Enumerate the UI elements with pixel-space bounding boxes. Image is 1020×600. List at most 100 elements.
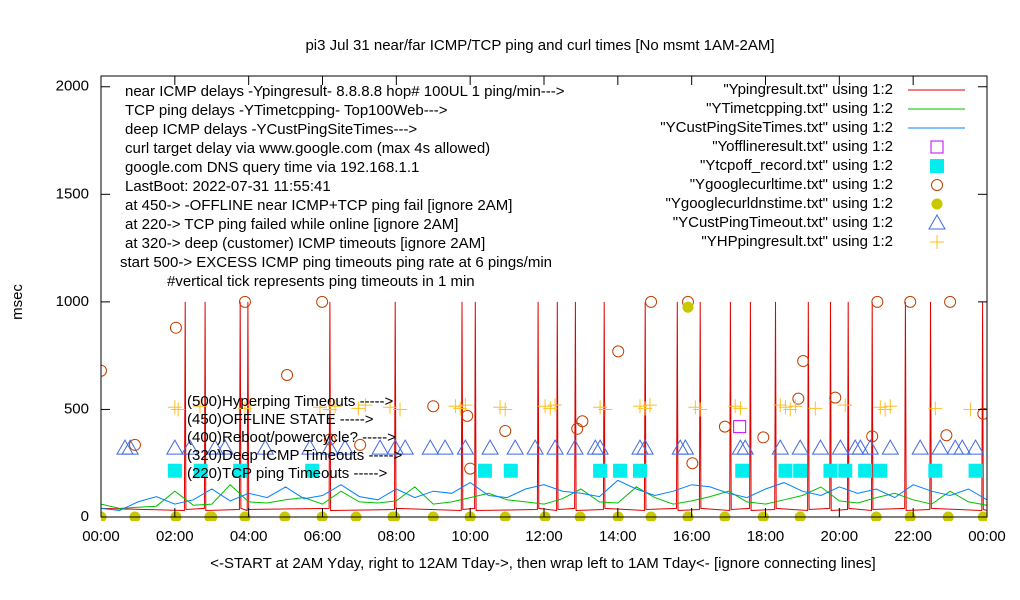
circle-marker <box>866 430 879 443</box>
square-marker <box>503 463 518 478</box>
square-marker <box>928 463 943 478</box>
inner-label: (320)Deep ICMP Timeouts -----> <box>187 447 402 464</box>
dot-marker <box>499 511 511 521</box>
plus-marker <box>538 399 553 414</box>
dot-marker <box>757 511 769 521</box>
plus-marker <box>312 400 327 415</box>
square-marker <box>593 463 608 478</box>
triangle-marker <box>526 439 545 455</box>
circle-marker <box>461 409 474 422</box>
triangle-marker <box>481 439 499 455</box>
x-tick-label: 08:00 <box>378 528 416 545</box>
legend-label: "YCustPingSiteTimes.txt" using 1:2 <box>660 119 893 136</box>
circle-marker <box>101 364 107 377</box>
plus-marker <box>243 398 258 413</box>
legend-label: "Ygooglecurltime.txt" using 1:2 <box>690 176 893 193</box>
annotation: TCP ping delays -YTimetcpping- Top100Web… <box>125 102 448 119</box>
x-tick-label: 12:00 <box>525 528 563 545</box>
inner-label: (450)OFFLINE STATE -----> <box>187 411 374 428</box>
plus-marker <box>693 402 708 417</box>
dot-marker <box>129 511 141 521</box>
triangle-marker <box>851 439 870 455</box>
triangle-marker <box>336 439 354 455</box>
circle-marker <box>686 457 699 470</box>
series-line <box>101 479 987 512</box>
dot-marker <box>539 511 551 521</box>
triangle-marker <box>421 439 440 455</box>
legend-label: "Ygooglecurldnstime.txt" using 1:2 <box>666 195 893 212</box>
triangle-marker <box>861 439 880 455</box>
circle-marker <box>238 295 251 308</box>
x-tick-label: 10:00 <box>451 528 489 545</box>
triangle-marker <box>591 439 609 455</box>
plus-marker <box>493 400 508 415</box>
plus-marker <box>733 401 748 416</box>
circle-marker <box>871 295 884 308</box>
square-marker <box>305 463 320 478</box>
triangle-marker <box>931 439 949 455</box>
plus-marker <box>167 400 182 415</box>
square-marker <box>735 463 750 478</box>
plus-marker <box>171 402 186 417</box>
triangle-marker <box>386 439 405 455</box>
square-marker <box>477 463 492 478</box>
dot-marker <box>794 511 806 521</box>
plus-marker <box>883 399 898 414</box>
circle-marker <box>354 438 367 451</box>
plus-marker <box>878 402 893 417</box>
circle-marker <box>128 438 141 451</box>
circle-marker <box>940 429 953 442</box>
annotation: curl target delay via www.google.com (ma… <box>125 140 490 157</box>
circle-marker <box>931 179 943 191</box>
square-marker <box>873 463 888 478</box>
square-marker <box>793 463 808 478</box>
circle-marker <box>718 420 731 433</box>
plus-marker <box>593 400 608 415</box>
triangle-marker <box>771 439 790 455</box>
plus-marker <box>498 402 513 417</box>
square-marker <box>930 140 944 154</box>
circle-marker <box>316 295 329 308</box>
dot-marker <box>427 511 439 521</box>
plus-marker <box>928 401 943 416</box>
triangle-marker <box>256 439 275 455</box>
circle-marker <box>427 400 440 413</box>
triangle-marker <box>321 439 339 455</box>
legend-label: "YCustPingTimeout.txt" using 1:2 <box>673 214 893 231</box>
plus-marker <box>328 399 343 414</box>
triangle-marker <box>456 439 475 455</box>
triangle-marker <box>396 439 415 455</box>
circle-marker <box>829 391 842 404</box>
square-marker <box>778 463 793 478</box>
triangle-marker <box>831 439 850 455</box>
legend-label: "YHPpingresult.txt" using 1:2 <box>701 233 893 250</box>
circle-marker <box>944 295 957 308</box>
triangle-marker <box>216 439 234 455</box>
circle-marker <box>323 433 336 446</box>
triangle-marker <box>676 439 695 455</box>
plus-marker <box>322 402 337 417</box>
plus-marker <box>598 402 613 417</box>
triangle-marker <box>791 439 810 455</box>
dot-marker <box>389 511 401 521</box>
x-tick-label: 18:00 <box>747 528 785 545</box>
plus-marker <box>358 398 373 413</box>
circle-marker <box>571 422 584 435</box>
square-marker <box>167 463 182 478</box>
circle-marker <box>464 462 477 475</box>
y-tick-label: 500 <box>64 400 89 417</box>
square-marker <box>823 463 838 478</box>
inner-label: (220)TCP ping Timeouts -----> <box>187 465 387 482</box>
triangle-marker <box>736 439 755 455</box>
annotation: start 500-> EXCESS ICMP ping timeouts pi… <box>120 254 552 271</box>
square-marker <box>930 159 944 173</box>
inner-label: (400)Reboot/powercycle? -----> <box>187 429 396 446</box>
annotation: deep ICMP delays -YCustPingSiteTimes---> <box>125 121 417 138</box>
dot-marker <box>942 511 954 521</box>
plus-marker <box>548 398 563 413</box>
triangle-marker <box>371 439 389 455</box>
dot-marker <box>682 511 694 521</box>
dot-marker <box>645 511 657 521</box>
chart-title: pi3 Jul 31 near/far ICMP/TCP ping and cu… <box>305 37 774 54</box>
